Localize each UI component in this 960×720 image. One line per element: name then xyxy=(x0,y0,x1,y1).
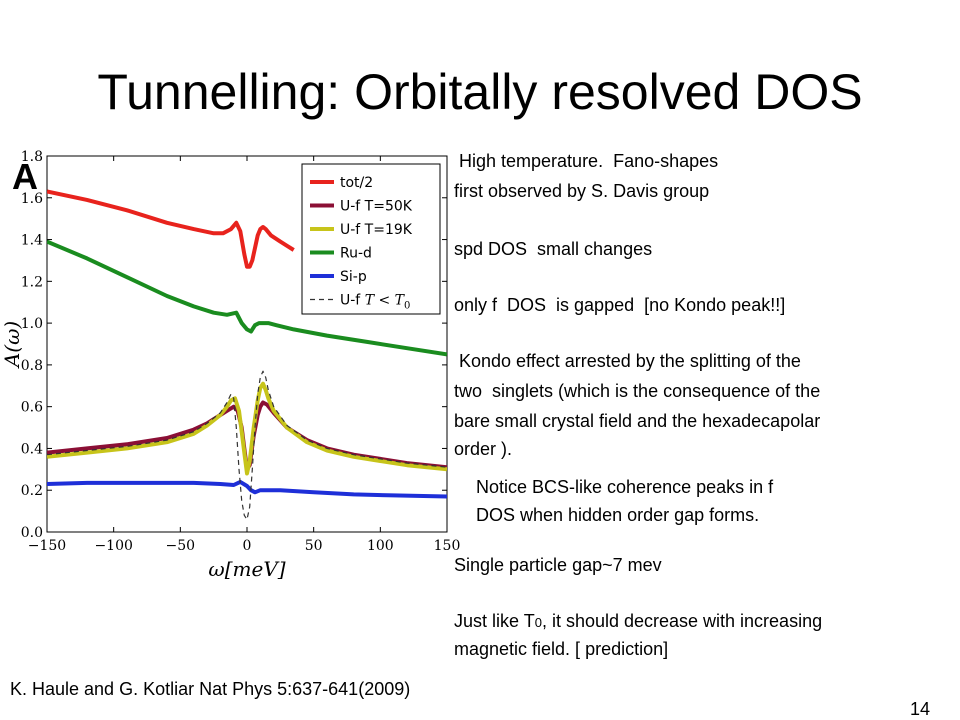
legend-label: Ru-d xyxy=(340,246,372,262)
y-tick-label: 1.0 xyxy=(21,316,43,332)
y-axis-label: A(ω) xyxy=(0,321,24,369)
dos-line-chart: 0.0 0.2 0.4 0.6 0.8 1.0 1.2 1.4 1.6 1.8 −150 −100 −5… xyxy=(0,149,461,581)
note-prediction-prefix: Just like T xyxy=(454,611,535,631)
slide-title: Tunnelling: Orbitally resolved DOS xyxy=(97,64,863,120)
x-tick-label: 50 xyxy=(305,538,323,554)
legend-box xyxy=(301,163,441,315)
note-prediction-suffix: , it should decrease with increasing xyxy=(541,611,823,631)
citation: K. Haule and G. Kotliar Nat Phys 5:637-6… xyxy=(10,679,411,699)
note-kondo-line4: order ). xyxy=(454,439,513,459)
y-tick-label: 0.2 xyxy=(21,483,43,499)
note-prediction-line1: Just like T0, it should decrease with in… xyxy=(454,606,822,638)
series-line-tot-2 xyxy=(47,189,295,269)
x-tick-label: −150 xyxy=(28,538,66,554)
y-tick-label: 1.6 xyxy=(21,191,43,207)
note-kondo-line2: two singlets (which is the consequence o… xyxy=(454,381,821,401)
legend-label: tot/2 xyxy=(340,175,373,191)
legend-label: U-f T=19K xyxy=(340,222,413,238)
note-kondo-line1: Kondo effect arrested by the splitting o… xyxy=(454,351,801,371)
legend-label-part: U-f xyxy=(340,293,365,309)
note-prediction-line2: magnetic field. [ prediction] xyxy=(454,639,669,659)
x-tick-label: 150 xyxy=(434,538,461,554)
x-tick-label: −50 xyxy=(166,538,196,554)
series-line-u-f-t-t0 xyxy=(47,370,447,521)
note-bcs-line2: DOS when hidden order gap forms. xyxy=(476,505,760,525)
note-high-temperature: High temperature. Fano-shapes xyxy=(454,151,719,171)
x-tick-label: 0 xyxy=(243,538,252,554)
x-tick-label: 100 xyxy=(367,538,394,554)
legend-label: U-f T=50K xyxy=(340,199,413,215)
x-tick-label: −100 xyxy=(94,538,132,554)
note-kondo-line3: bare small crystal field and the hexadec… xyxy=(454,411,821,431)
series-line-u-f-t-19k xyxy=(47,381,447,476)
legend-label-part: T < T xyxy=(365,293,406,309)
legend-label: U-f T < T0 xyxy=(340,293,410,312)
y-tick-label: 1.4 xyxy=(21,233,43,249)
note-f-dos-gapped: only f DOS is gapped [no Kondo peak!!] xyxy=(454,295,786,315)
y-tick-label: 0.0 xyxy=(21,525,43,541)
series-line-ru-d xyxy=(47,239,447,357)
legend-label-part: 0 xyxy=(404,301,410,312)
series-line-si-p xyxy=(47,479,447,499)
y-tick-label: 0.6 xyxy=(21,400,43,416)
y-tick-label: 0.8 xyxy=(21,358,43,374)
page-number: 14 xyxy=(910,699,931,719)
y-tick-label: 0.4 xyxy=(21,441,43,457)
legend-label: Si-p xyxy=(340,269,367,285)
y-tick-label: 1.2 xyxy=(21,274,43,290)
note-bcs-line1: Notice BCS-like coherence peaks in f xyxy=(476,477,774,497)
panel-label: A xyxy=(12,156,38,197)
x-axis-label: ω[meV] xyxy=(208,557,285,581)
note-spd-dos: spd DOS small changes xyxy=(454,239,653,259)
y-tick-label: 1.8 xyxy=(21,149,43,165)
note-davis-group: first observed by S. Davis group xyxy=(454,181,710,201)
note-prediction-subscript: 0 xyxy=(534,615,542,630)
note-gap: Single particle gap~7 mev xyxy=(454,555,662,575)
